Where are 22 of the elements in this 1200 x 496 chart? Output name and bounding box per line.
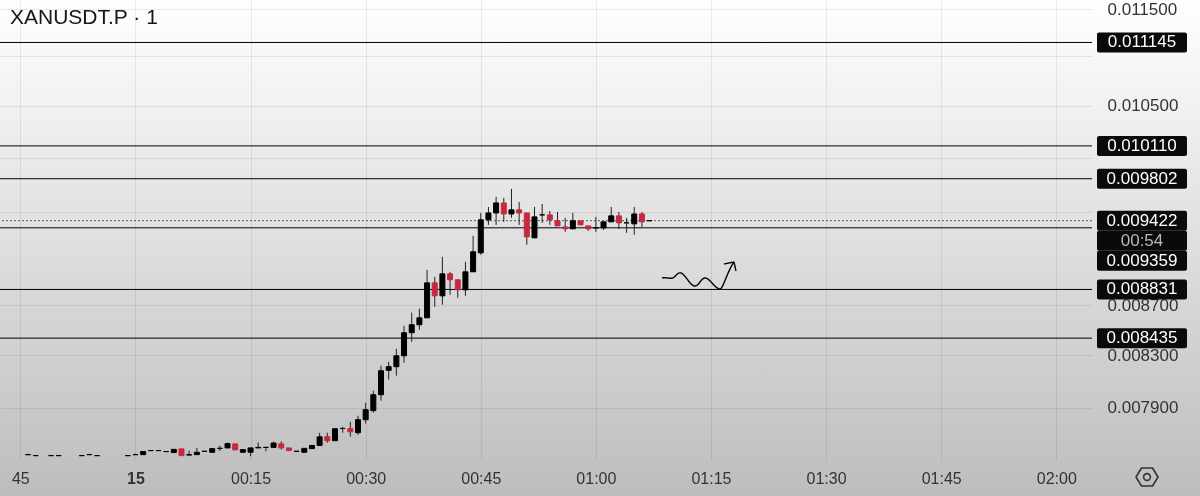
ref-line-label: 0.008435 [1106, 328, 1178, 348]
x-tick-label: 01:30 [806, 469, 847, 487]
y-tick-label: 0.011500 [1107, 0, 1178, 19]
text: 00:54 [1120, 230, 1164, 250]
x-tick-label: 00:45 [461, 469, 502, 487]
y-tick-label: 0.008300 [1107, 345, 1179, 365]
ref-line-label: 0.011145 [1107, 32, 1177, 52]
x-tick-label: 15 [127, 469, 145, 487]
chart-title: XANUSDT.P · 1 [10, 5, 158, 28]
ref-line-label: 0.009359 [1106, 250, 1178, 270]
ref-line-label: 0.009802 [1106, 168, 1178, 188]
ref-line-label: 0.009422 [1106, 210, 1178, 230]
x-tick-label: 01:00 [576, 469, 617, 487]
x-tick-label: 01:15 [691, 469, 732, 487]
x-tick-label: 00:15 [231, 469, 272, 487]
y-tick-label: 0.007900 [1107, 398, 1179, 418]
x-tick-label: 00:30 [346, 469, 387, 487]
ref-line-label: 0.010110 [1107, 135, 1177, 155]
x-tick-label: 02:00 [1036, 469, 1077, 487]
y-tick-label: 0.010500 [1107, 96, 1179, 116]
x-tick-label: 01:45 [921, 469, 962, 487]
x-tick-label: 45 [11, 469, 30, 487]
